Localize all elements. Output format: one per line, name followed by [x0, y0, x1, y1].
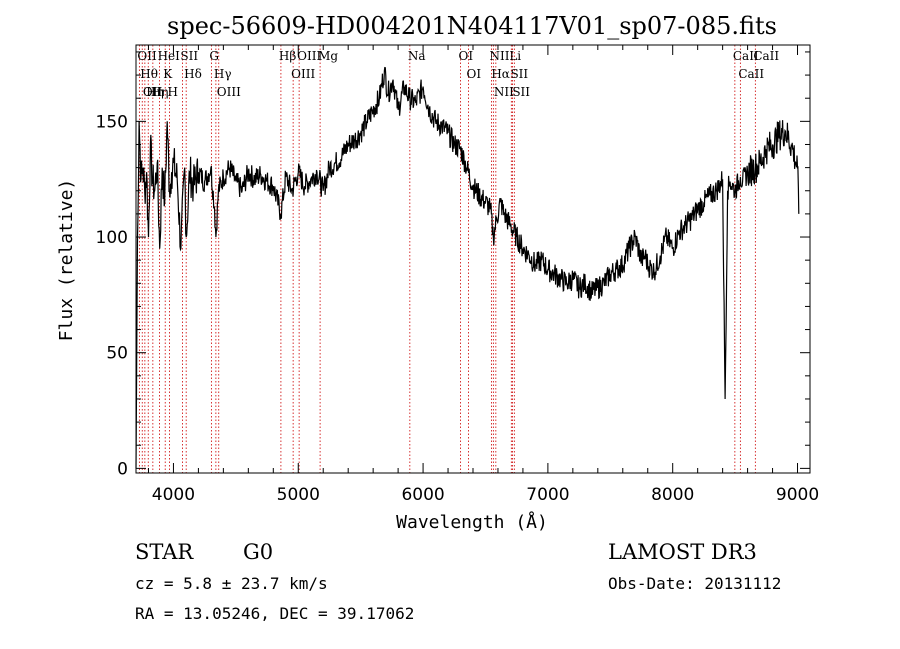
- chart-title: spec-56609-HD004201N404117V01_sp07-085.f…: [167, 12, 777, 40]
- x-tick-label: 9000: [776, 485, 819, 505]
- spectral-line-label: OII: [137, 49, 157, 63]
- spectral-line-labels: OIIHθOIIHηHηHeIKHSIIHδGHγOIIIHβOIIIOIIIM…: [137, 49, 779, 99]
- spectral-line-label: HeI: [158, 49, 181, 63]
- spectral-line-label: G: [209, 49, 219, 63]
- y-axis-label: Flux (relative): [56, 179, 77, 342]
- plot-frame: [135, 44, 811, 474]
- spectral-line-label: NII: [489, 49, 509, 63]
- y-tick-label: 50: [106, 344, 128, 364]
- spectral-line-label: OI: [467, 67, 482, 81]
- spectral-line-label: OII: [143, 85, 163, 99]
- spectral-line-label: H: [167, 85, 177, 99]
- x-axis-label: Wavelength (Å): [396, 511, 548, 533]
- spectral-line-label: SII: [510, 67, 528, 81]
- spectral-line-label: CaII: [733, 49, 759, 63]
- x-tick-label: 6000: [401, 485, 444, 505]
- spectral-line-label: OIII: [297, 49, 321, 63]
- y-tick-label: 150: [96, 112, 128, 132]
- spectral-line-label: Hδ: [184, 67, 202, 81]
- x-tick-label: 7000: [526, 485, 569, 505]
- y-tick-label: 100: [96, 228, 128, 248]
- spectral-line-markers: [138, 45, 756, 473]
- spectral-line-label: SII: [180, 49, 198, 63]
- redshift-cz: cz = 5.8 ± 23.7 km/s: [135, 574, 328, 593]
- ra-dec: RA = 13.05246, DEC = 39.17062: [135, 604, 415, 623]
- obs-date: Obs-Date: 20131112: [608, 574, 782, 593]
- spectral-line-label: Hα: [491, 67, 510, 81]
- spectral-line-label: Hγ: [214, 67, 232, 81]
- spectral-line-label: OI: [459, 49, 474, 63]
- x-tick-label: 4000: [152, 485, 195, 505]
- spectral-line-label: K: [163, 67, 173, 81]
- spectral-line-label: OIII: [217, 85, 241, 99]
- spectral-line-label: Hβ: [279, 49, 296, 63]
- survey-name: LAMOST DR3: [608, 540, 757, 564]
- x-tick-label: 8000: [651, 485, 694, 505]
- object-class: STAR: [135, 540, 194, 564]
- spectral-line-label: Hθ: [140, 67, 158, 81]
- spectral-line-label: Hη: [151, 85, 169, 99]
- spectral-line-label: Na: [408, 49, 426, 63]
- spectral-line-label: Mg: [318, 49, 338, 63]
- y-axis-ticks: 0 50 100 150: [96, 51, 810, 479]
- spectral-line-label: NII: [494, 85, 514, 99]
- spectral-line-label: Hη: [146, 85, 164, 99]
- spectral-line-label: OIII: [291, 67, 315, 81]
- x-tick-label: 5000: [277, 485, 320, 505]
- y-tick-label: 0: [117, 459, 128, 479]
- object-subclass: G0: [243, 540, 274, 564]
- spectrum-line: [135, 66, 800, 469]
- spectral-line-label: CaII: [753, 49, 779, 63]
- spectral-line-label: Li: [509, 49, 521, 63]
- x-axis-ticks: 4000 5000 6000 7000 8000 9000: [147, 45, 819, 505]
- spectral-line-label: SII: [512, 85, 530, 99]
- spectral-line-label: CaII: [738, 67, 764, 81]
